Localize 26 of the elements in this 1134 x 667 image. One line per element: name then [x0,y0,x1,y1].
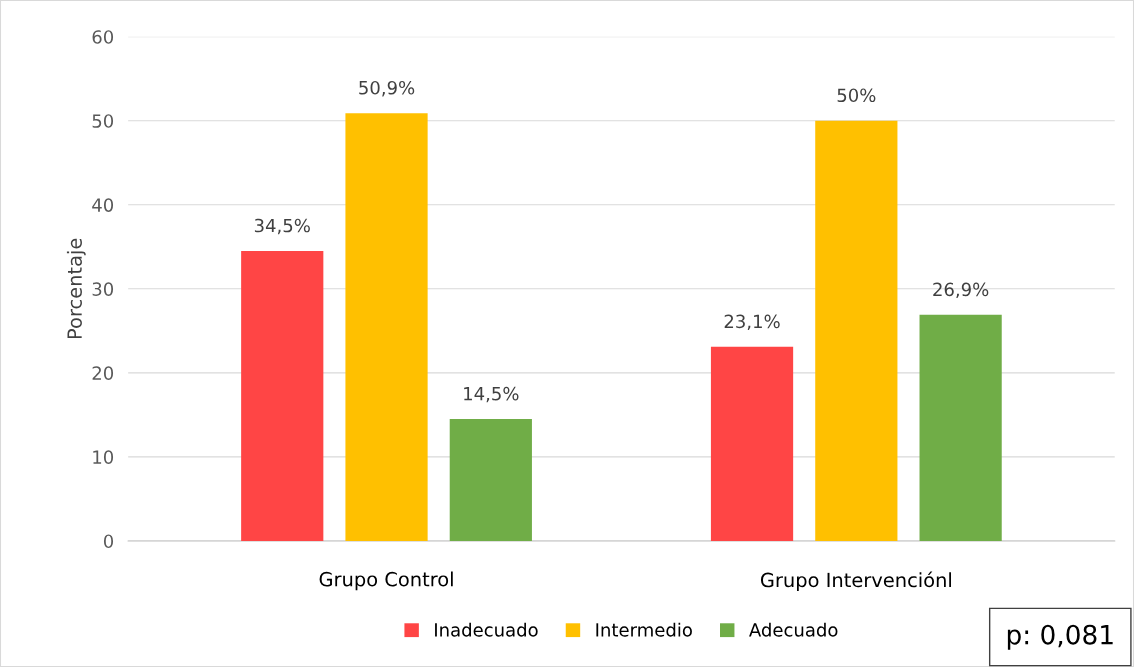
y-tick-label: 20 [92,366,114,380]
bar [815,120,898,541]
text: p: 0,081 [1007,624,1113,650]
data-label: 14,5% [464,386,519,403]
data-label: 34,5% [254,218,310,235]
legend-label: Intermedio [596,622,692,637]
y-tick-label: 30 [92,282,114,296]
y-tick-label: 10 [93,450,114,465]
bar [919,314,1002,541]
y-tick-label: 0 [103,534,114,549]
y-tick-label: 40 [92,198,114,212]
bar [710,346,794,541]
x-tick-label: Grupo Control [319,571,453,591]
bar [449,419,532,541]
y-tick-label: 60 [92,30,114,44]
data-label: 23,1% [724,314,780,331]
x-tick-label: Grupo Intervenciónl [760,571,951,592]
bar [345,113,428,541]
y-axis-title: Porcentaje [66,238,86,339]
data-label: 50,9% [359,80,415,97]
legend-label: Inadecuado [435,622,538,637]
data-label: 26,9% [933,282,989,299]
y-tick-label: 50 [92,114,114,128]
legend-label: Adecuado [749,622,838,637]
bar [241,250,324,541]
data-label: 50% [837,88,876,103]
